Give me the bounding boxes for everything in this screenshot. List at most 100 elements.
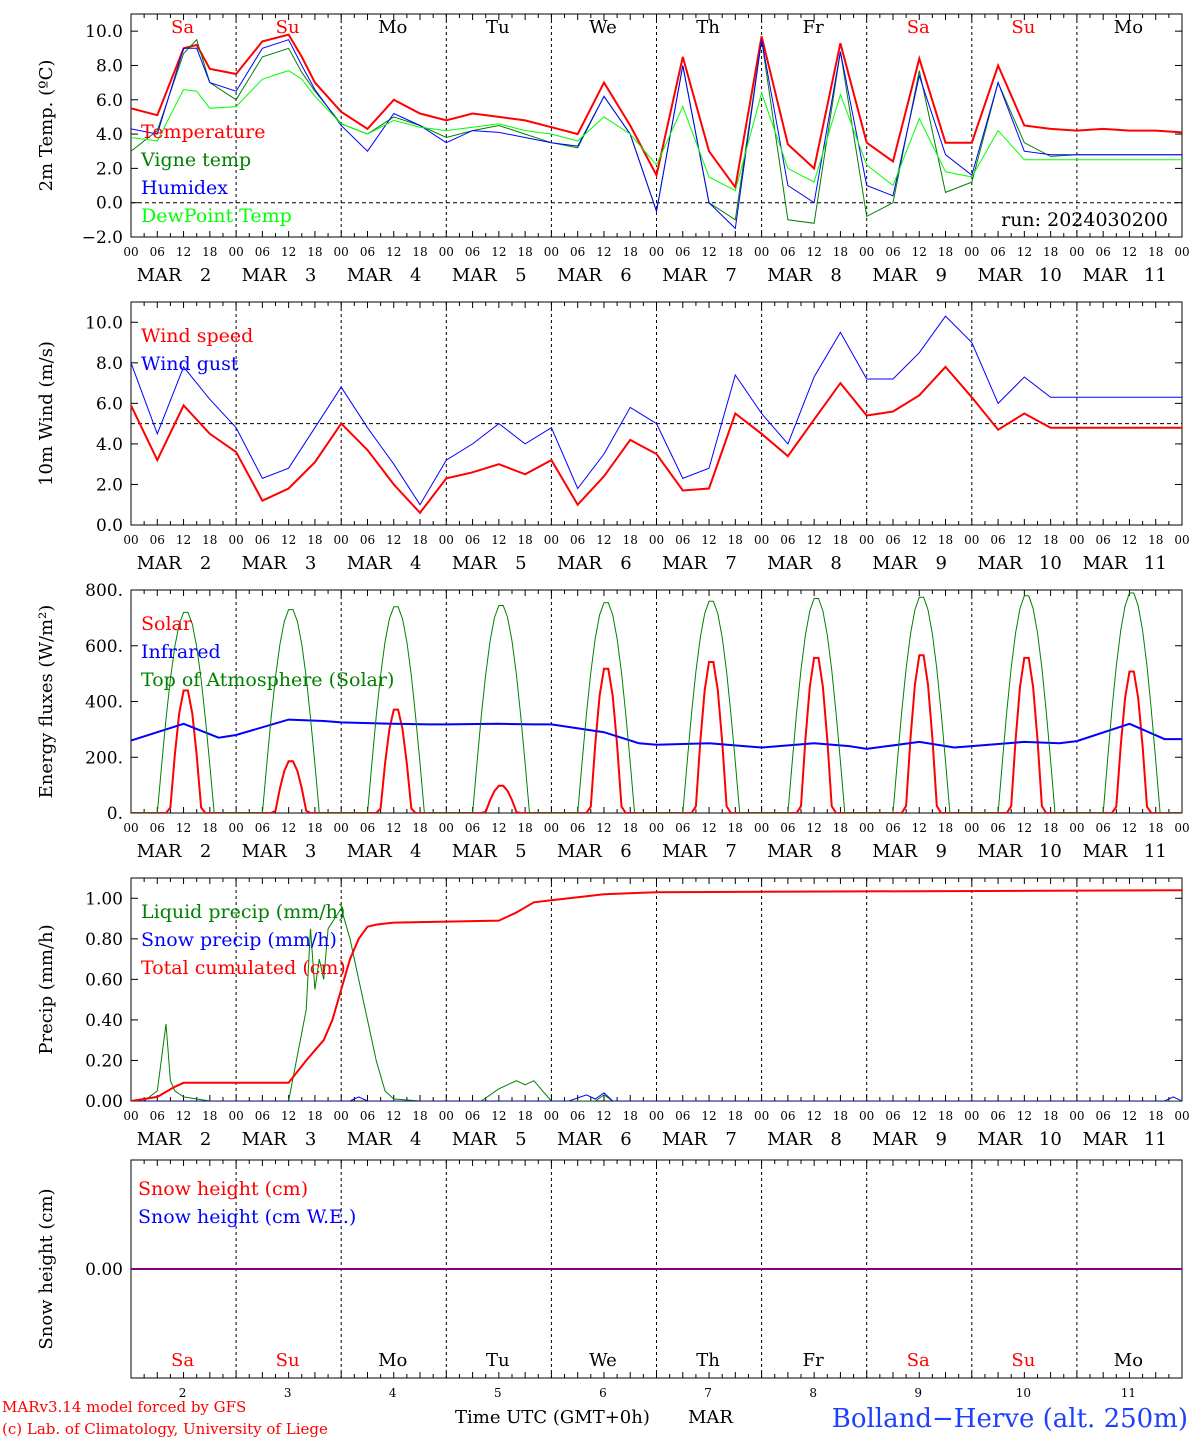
month-label: MAR [872,1129,917,1150]
month-label: MAR [662,1129,707,1150]
day-abbr: Th [696,17,720,38]
date-label: 11 [1144,841,1167,862]
legend-entry: Total cumulated (cm) [141,957,346,979]
hour-label: 00 [1069,1109,1084,1123]
month-label: MAR [452,841,497,862]
hour-label: 18 [517,245,532,259]
month-label: MAR [662,553,707,574]
hour-label: 00 [123,1109,138,1123]
hour-label: 12 [176,533,191,547]
hour-label: 12 [701,821,716,835]
hour-label: 00 [859,1109,874,1123]
date-label: 10 [1039,1129,1062,1150]
hour-label: 18 [728,245,743,259]
hour-label: 00 [334,821,349,835]
hour-label: 18 [623,821,638,835]
hour-label: 12 [176,821,191,835]
hour-label: 12 [596,245,611,259]
day-abbr: Su [1011,1350,1035,1371]
date-label: 8 [809,1386,817,1400]
hour-label: 00 [649,1109,664,1123]
hour-label: 06 [885,533,900,547]
hour-label: 12 [491,533,506,547]
day-abbr: Mo [378,17,407,38]
hour-label: 06 [780,821,795,835]
hour-label: 06 [360,245,375,259]
date-label: 9 [936,1129,947,1150]
hour-label: 06 [465,821,480,835]
hour-label: 18 [412,1109,427,1123]
hour-label: 18 [728,821,743,835]
hour-label: 18 [728,1109,743,1123]
series-line-1 [131,907,1182,1101]
date-label: 8 [830,553,841,574]
hour-label: 00 [1069,533,1084,547]
hour-label: 18 [517,533,532,547]
hour-label: 18 [623,245,638,259]
series-line-1 [131,654,1182,813]
hour-label: 12 [281,245,296,259]
month-label: MAR [662,841,707,862]
hour-label: 12 [912,245,927,259]
chart-panel-5: 0.00 Snow height (cm) Snow height (cm) Snow… [36,1159,1183,1400]
hour-label: 12 [1122,1109,1137,1123]
hour-label: 00 [439,821,454,835]
date-label: 9 [936,553,947,574]
hour-label: 12 [807,1109,822,1123]
series-line-1 [131,33,1182,190]
hour-label: 12 [1122,533,1137,547]
date-label: 5 [515,841,526,862]
month-label: MAR [557,553,602,574]
hour-label: 06 [360,821,375,835]
series-group [131,592,1182,813]
date-label: 2 [179,1386,187,1400]
month-label: MAR [1082,265,1127,286]
hour-label: 18 [728,533,743,547]
hour-label: 00 [1174,821,1189,835]
hour-label: 06 [255,245,270,259]
date-label: 11 [1121,1386,1136,1400]
date-label: 4 [410,553,421,574]
y-tick-label: 8.0 [96,56,123,76]
date-label: 7 [725,265,736,286]
y-axis-label: 2m Temp. (ºC) [36,60,57,192]
hour-label: 00 [123,245,138,259]
hour-label: 18 [1043,1109,1058,1123]
month-label: MAR [137,1129,182,1150]
y-tick-label: 400. [85,693,123,713]
hour-label: 18 [938,821,953,835]
date-label: 8 [830,1129,841,1150]
chart-panel-1: −2.0 0.0 2.0 4.0 6.0 8.0 10.0 2m Temp. (ºC) Temp… [36,13,1190,286]
legend-entry: Snow precip (mm/h) [141,929,337,951]
month-label: MAR [977,265,1022,286]
series-line-1 [131,365,1182,515]
hour-label: 12 [807,821,822,835]
hour-label: 18 [1148,245,1163,259]
date-label: 7 [725,1129,736,1150]
hour-label: 06 [150,1109,165,1123]
hour-label: 06 [255,533,270,547]
series-group [131,889,1182,1101]
y-tick-label: 0.40 [85,1011,123,1031]
hour-label: 12 [176,1109,191,1123]
hour-label: 00 [1069,821,1084,835]
hour-label: 06 [570,821,585,835]
hour-label: 12 [807,245,822,259]
hour-label: 12 [912,1109,927,1123]
hour-label: 06 [255,1109,270,1123]
legend-entry: Vigne temp [140,149,251,171]
hour-label: 18 [833,533,848,547]
hour-label: 18 [307,821,322,835]
day-abbr: Su [276,17,300,38]
date-label: 9 [936,265,947,286]
model-credit: MARv3.14 model forced by GFS [2,1398,246,1416]
month-label: MAR [1082,1129,1127,1150]
hour-label: 00 [334,245,349,259]
series-line-4 [131,70,1182,192]
y-tick-label: 2.0 [96,159,123,179]
month-label: MAR [767,1129,812,1150]
y-tick-label: 0.20 [85,1051,123,1071]
hour-label: 00 [123,821,138,835]
month-label: MAR [557,265,602,286]
